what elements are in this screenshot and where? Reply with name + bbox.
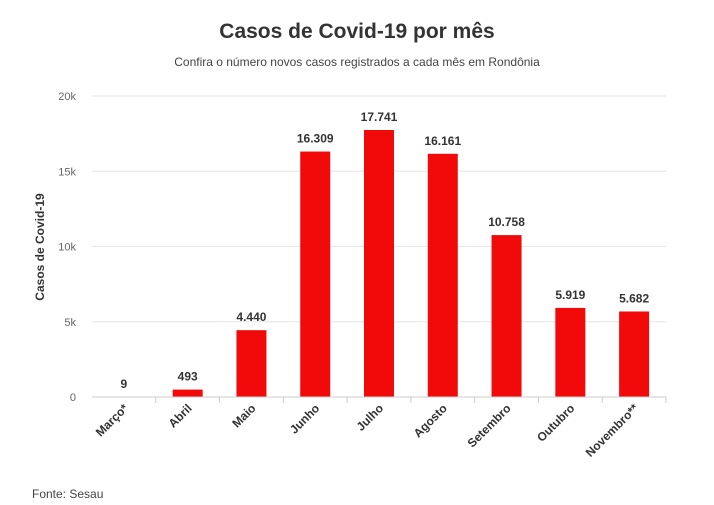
bar [555, 307, 586, 397]
x-axis-ticks: Março* Abril Maio Junho Julho Agosto Setembro O… [93, 397, 667, 460]
data-label: 9 [121, 377, 128, 391]
x-tick-label: Abril [166, 401, 195, 430]
bar [364, 129, 394, 397]
bar [427, 153, 458, 397]
y-tick-label: 10k [58, 242, 76, 254]
data-label: 10.758 [488, 215, 525, 229]
y-axis-label: Casos de Covid-19 [33, 193, 47, 301]
x-tick-label: Outubro [534, 401, 577, 444]
data-label: 16.309 [297, 132, 334, 146]
x-tick-label: Março* [93, 401, 131, 439]
y-tick-label: 20k [58, 91, 76, 103]
y-tick-label: 0 [70, 392, 76, 404]
x-tick-label: Junho [287, 401, 322, 436]
y-tick-label: 15k [58, 166, 76, 178]
bar [172, 389, 203, 397]
bar [236, 330, 267, 397]
chart-subtitle: Confira o número novos casos registrados… [174, 55, 540, 69]
data-label: 4.440 [236, 310, 266, 324]
chart-title: Casos de Covid-19 por mês [219, 20, 495, 43]
x-tick-label: Agosto [411, 401, 450, 440]
y-tick-label: 5k [64, 317, 76, 329]
x-tick-label: Novembro** [583, 401, 642, 460]
data-label: 5.682 [619, 291, 649, 305]
x-tick-label: Julho [354, 401, 387, 434]
data-label: 17.741 [361, 110, 398, 124]
x-tick-label: Setembro [465, 401, 514, 450]
y-axis-ticks: 0 5k 10k 15k 20k [58, 91, 76, 404]
data-label: 16.161 [424, 134, 461, 148]
bar [300, 151, 331, 397]
data-labels: 9 493 4.440 16.309 17.741 16.161 10.758 5.919 5.… [121, 110, 650, 391]
bar [619, 311, 650, 397]
bar [491, 235, 522, 397]
source-note: Fonte: Sesau [32, 487, 104, 501]
data-label: 493 [178, 370, 198, 384]
x-tick-label: Maio [229, 401, 258, 430]
bars [108, 129, 650, 398]
data-label: 5.919 [555, 288, 585, 302]
